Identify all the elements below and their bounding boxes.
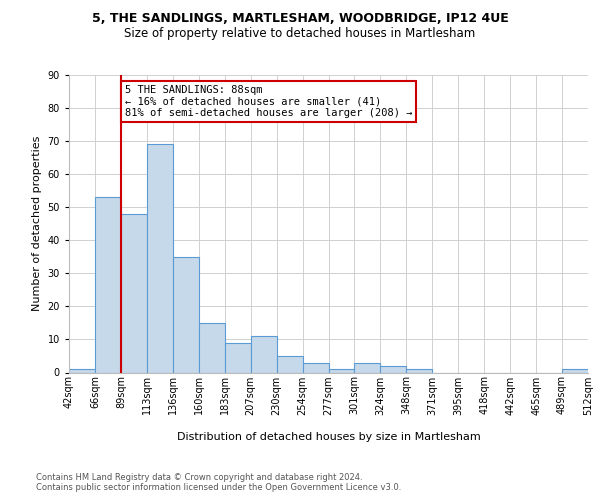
Bar — [199, 323, 224, 372]
Bar — [380, 366, 406, 372]
Bar — [225, 343, 251, 372]
Bar — [95, 198, 121, 372]
Bar — [406, 369, 432, 372]
Bar — [173, 257, 199, 372]
Text: 5, THE SANDLINGS, MARTLESHAM, WOODBRIDGE, IP12 4UE: 5, THE SANDLINGS, MARTLESHAM, WOODBRIDGE… — [92, 12, 508, 26]
Bar — [329, 369, 355, 372]
Bar — [69, 369, 95, 372]
Text: Contains HM Land Registry data © Crown copyright and database right 2024.: Contains HM Land Registry data © Crown c… — [36, 472, 362, 482]
Text: 5 THE SANDLINGS: 88sqm
← 16% of detached houses are smaller (41)
81% of semi-det: 5 THE SANDLINGS: 88sqm ← 16% of detached… — [125, 85, 412, 118]
Bar — [121, 214, 147, 372]
Bar — [355, 362, 380, 372]
Text: Distribution of detached houses by size in Martlesham: Distribution of detached houses by size … — [177, 432, 481, 442]
Bar — [277, 356, 302, 372]
Text: Contains public sector information licensed under the Open Government Licence v3: Contains public sector information licen… — [36, 484, 401, 492]
Bar — [251, 336, 277, 372]
Text: Size of property relative to detached houses in Martlesham: Size of property relative to detached ho… — [124, 28, 476, 40]
Bar — [147, 144, 173, 372]
Bar — [302, 362, 329, 372]
Y-axis label: Number of detached properties: Number of detached properties — [32, 136, 42, 312]
Bar — [562, 369, 588, 372]
